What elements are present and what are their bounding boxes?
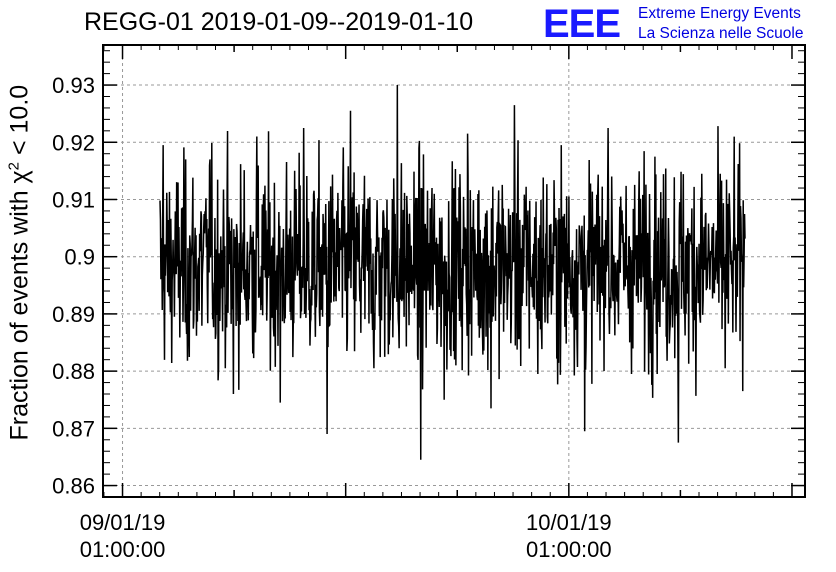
- y-axis-label-suffix: < 10.0: [5, 84, 34, 162]
- x-tick-label-time: 01:00:00: [80, 537, 166, 562]
- y-tick-label: 0.92: [52, 130, 95, 155]
- plot-frame: [102, 44, 806, 498]
- y-axis-label: Fraction of events with χ2 < 10.0: [5, 83, 34, 443]
- y-axis-label-sup: 2: [5, 161, 23, 171]
- y-tick-label: 0.93: [52, 73, 95, 98]
- chart-title: REGG-01 2019-01-09--2019-01-10: [84, 8, 474, 36]
- logo-caption-line1: Extreme Energy Events: [638, 5, 801, 22]
- y-axis-label-prefix: Fraction of events with χ: [5, 170, 34, 441]
- axis-ticks: [103, 45, 805, 498]
- series-line: [159, 85, 746, 460]
- logo-caption: Extreme Energy Events La Scienza nelle S…: [638, 4, 803, 44]
- y-tick-label: 0.87: [52, 416, 95, 441]
- x-tick-label-date: 10/01/19: [526, 510, 612, 535]
- x-tick-label-time: 01:00:00: [526, 537, 612, 562]
- logo-caption-line2: La Scienza nelle Scuole: [638, 25, 804, 42]
- y-tick-label: 0.89: [52, 302, 95, 327]
- x-tick-label-date: 09/01/19: [80, 510, 166, 535]
- y-tick-label: 0.88: [52, 359, 95, 384]
- y-tick-label: 0.86: [52, 474, 95, 499]
- eee-logo: EEE: [543, 2, 621, 46]
- y-tick-label: 0.9: [64, 245, 95, 270]
- y-tick-label: 0.91: [52, 187, 95, 212]
- y-tick-labels: 0.86 0.87 0.88 0.89 0.9 0.91 0.92 0.93: [52, 73, 95, 499]
